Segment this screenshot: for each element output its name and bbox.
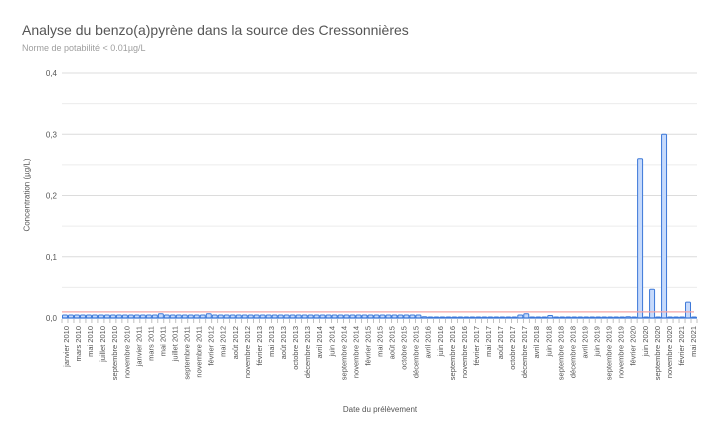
x-tick-label: décembre 2013	[303, 326, 312, 378]
x-tick-label: novembre 2011	[195, 326, 204, 378]
x-tick-label: février 2015	[363, 326, 372, 366]
x-tick-label: mai 2015	[375, 326, 384, 357]
x-tick-label: septembre 2018	[556, 326, 565, 380]
x-tick-label: novembre 2012	[243, 326, 252, 378]
x-tick-label: décembre 2017	[520, 326, 529, 378]
x-tick-label: octobre 2015	[400, 326, 409, 370]
x-tick-label: septembre 2020	[653, 326, 662, 380]
x-tick-label: octobre 2017	[508, 326, 517, 370]
x-tick-label: avril 2018	[532, 326, 541, 359]
bar[interactable]	[685, 301, 692, 319]
bar[interactable]	[157, 313, 164, 319]
x-axis-label: Date du prélèvement	[342, 405, 418, 414]
y-tick-label: 0,3	[46, 130, 58, 139]
bar[interactable]	[523, 313, 530, 319]
bar[interactable]	[637, 158, 644, 319]
bar[interactable]	[205, 313, 212, 319]
bar[interactable]	[661, 133, 668, 319]
x-tick-label: janvier 2010	[62, 326, 71, 368]
x-tick-label: juillet 2010	[98, 326, 107, 363]
x-tick-label: juin 2018	[544, 326, 553, 357]
x-tick-label: mai 2017	[484, 326, 493, 357]
x-tick-label: novembre 2014	[351, 326, 360, 378]
x-tick-label: mai 2012	[219, 326, 228, 357]
x-tick-label: août 2013	[279, 326, 288, 359]
x-tick-label: novembre 2019	[617, 326, 626, 378]
chart-subtitle: Norme de potabilité < 0.01µg/L	[22, 43, 146, 53]
x-tick-label: décembre 2015	[412, 326, 421, 378]
x-tick-label: septembre 2010	[110, 326, 119, 380]
x-tick-label: février 2020	[629, 326, 638, 366]
x-tick-label: avril 2016	[424, 326, 433, 359]
chart-title: Analyse du benzo(a)pyrène dans la source…	[22, 22, 409, 38]
bar[interactable]	[649, 288, 656, 319]
x-tick-label: novembre 2010	[122, 326, 131, 378]
x-tick-label: mai 2011	[158, 326, 167, 356]
y-tick-label: 0,1	[46, 253, 58, 262]
x-tick-label: février 2021	[677, 326, 686, 366]
x-tick-label: décembre 2018	[568, 326, 577, 378]
x-tick-label: août 2017	[496, 326, 505, 359]
x-tick-label: janvier 2011	[134, 326, 143, 367]
x-tick-label: mars 2011	[146, 326, 155, 361]
x-tick-label: février 2012	[207, 326, 216, 366]
y-tick-label: 0,2	[46, 192, 58, 201]
x-tick-label: août 2012	[231, 326, 240, 359]
x-tick-label: mai 2013	[267, 326, 276, 357]
y-tick-label: 0,0	[46, 314, 58, 323]
x-tick-label: novembre 2016	[460, 326, 469, 378]
x-tick-label: février 2017	[472, 326, 481, 366]
x-tick-label: juillet 2011	[171, 326, 180, 362]
x-tick-label: août 2015	[388, 326, 397, 359]
x-tick-label: juin 2014	[327, 326, 336, 357]
y-tick-label: 0,4	[46, 69, 58, 78]
x-tick-label: juin 2016	[436, 326, 445, 357]
x-tick-label: septembre 2016	[448, 326, 457, 380]
x-tick-label: mars 2010	[74, 326, 83, 361]
x-tick-label: février 2013	[255, 326, 264, 366]
x-tick-label: avril 2014	[315, 326, 324, 359]
x-tick-label: juin 2020	[641, 326, 650, 357]
x-tick-label: mai 2010	[86, 326, 95, 357]
x-tick-label: novembre 2020	[665, 326, 674, 378]
x-tick-label: septembre 2019	[605, 326, 614, 380]
x-tick-label: octobre 2013	[291, 326, 300, 370]
x-tick-label: mai 2021	[689, 326, 698, 357]
x-tick-label: septembre 2011	[183, 326, 192, 380]
x-tick-label: avril 2019	[580, 326, 589, 359]
x-tick-label: juin 2019	[593, 326, 602, 357]
x-tick-label: septembre 2014	[339, 326, 348, 380]
